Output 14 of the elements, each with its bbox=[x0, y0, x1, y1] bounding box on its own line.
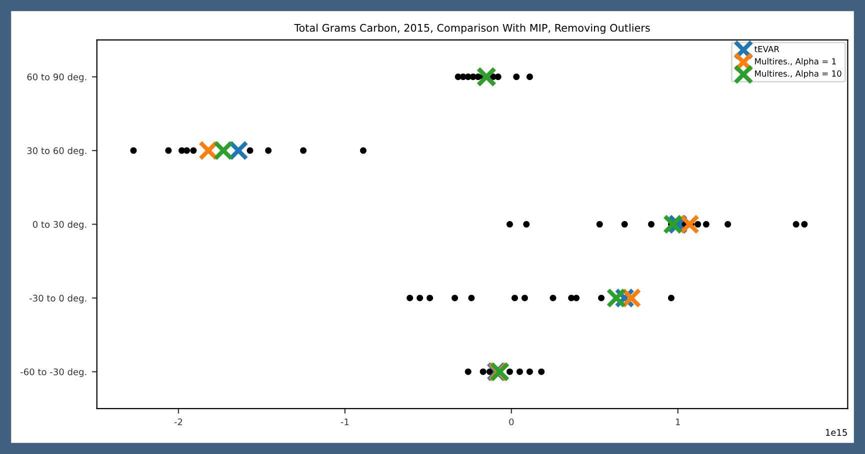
chart-title: Total Grams Carbon, 2015, Comparison With MIP, Removing Outliers bbox=[294, 24, 650, 34]
y-tick-label: -60 to -30 deg. bbox=[20, 368, 86, 378]
y-tick-label: 0 to 30 deg. bbox=[32, 220, 86, 230]
x-tick-label: 0 bbox=[509, 418, 514, 426]
x-tick-label: 1 bbox=[676, 418, 680, 426]
y-tick-label: 30 to 60 deg. bbox=[27, 147, 86, 156]
text: 1e15 bbox=[826, 429, 847, 436]
y-tick-label: -30 to 0 deg. bbox=[30, 294, 86, 304]
x-tick-label: -2 bbox=[174, 418, 182, 426]
x-tick-label: -1 bbox=[340, 418, 349, 426]
legend-label: tEVAR bbox=[754, 46, 780, 52]
legend-label: Multires., Alpha = 10 bbox=[755, 70, 842, 78]
legend-label: Multires., Alpha = 1 bbox=[755, 58, 836, 66]
y-tick-label: 60 to 90 deg. bbox=[27, 73, 86, 82]
